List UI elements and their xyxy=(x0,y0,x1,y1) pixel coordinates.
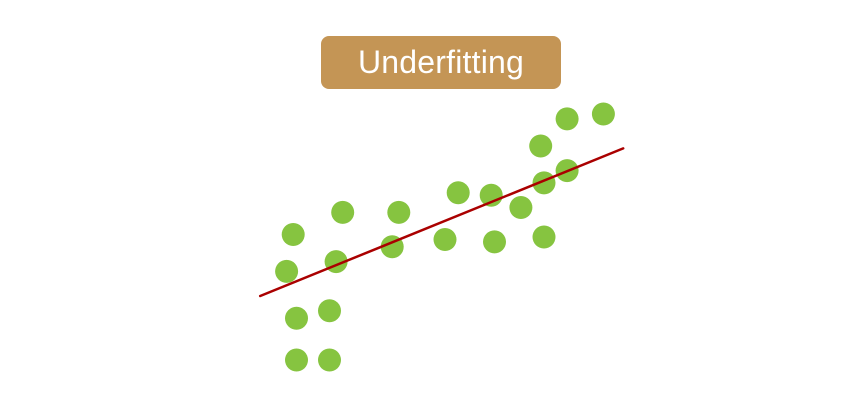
fit-line xyxy=(258,147,625,298)
data-point xyxy=(591,102,615,126)
data-point xyxy=(509,196,533,219)
data-point xyxy=(433,228,457,251)
points-layer xyxy=(275,102,615,372)
data-point xyxy=(285,306,308,330)
data-point xyxy=(387,200,411,224)
title-badge: Underfitting xyxy=(321,36,561,89)
data-point xyxy=(318,299,341,323)
data-point xyxy=(318,348,341,372)
data-point xyxy=(331,200,355,224)
data-point xyxy=(446,181,470,205)
data-point xyxy=(285,348,308,372)
data-point xyxy=(483,230,506,254)
data-point xyxy=(529,134,553,158)
title-text: Underfitting xyxy=(357,44,525,80)
data-point xyxy=(275,259,299,283)
data-point xyxy=(532,225,556,249)
data-point xyxy=(555,107,579,131)
data-point xyxy=(281,223,305,246)
